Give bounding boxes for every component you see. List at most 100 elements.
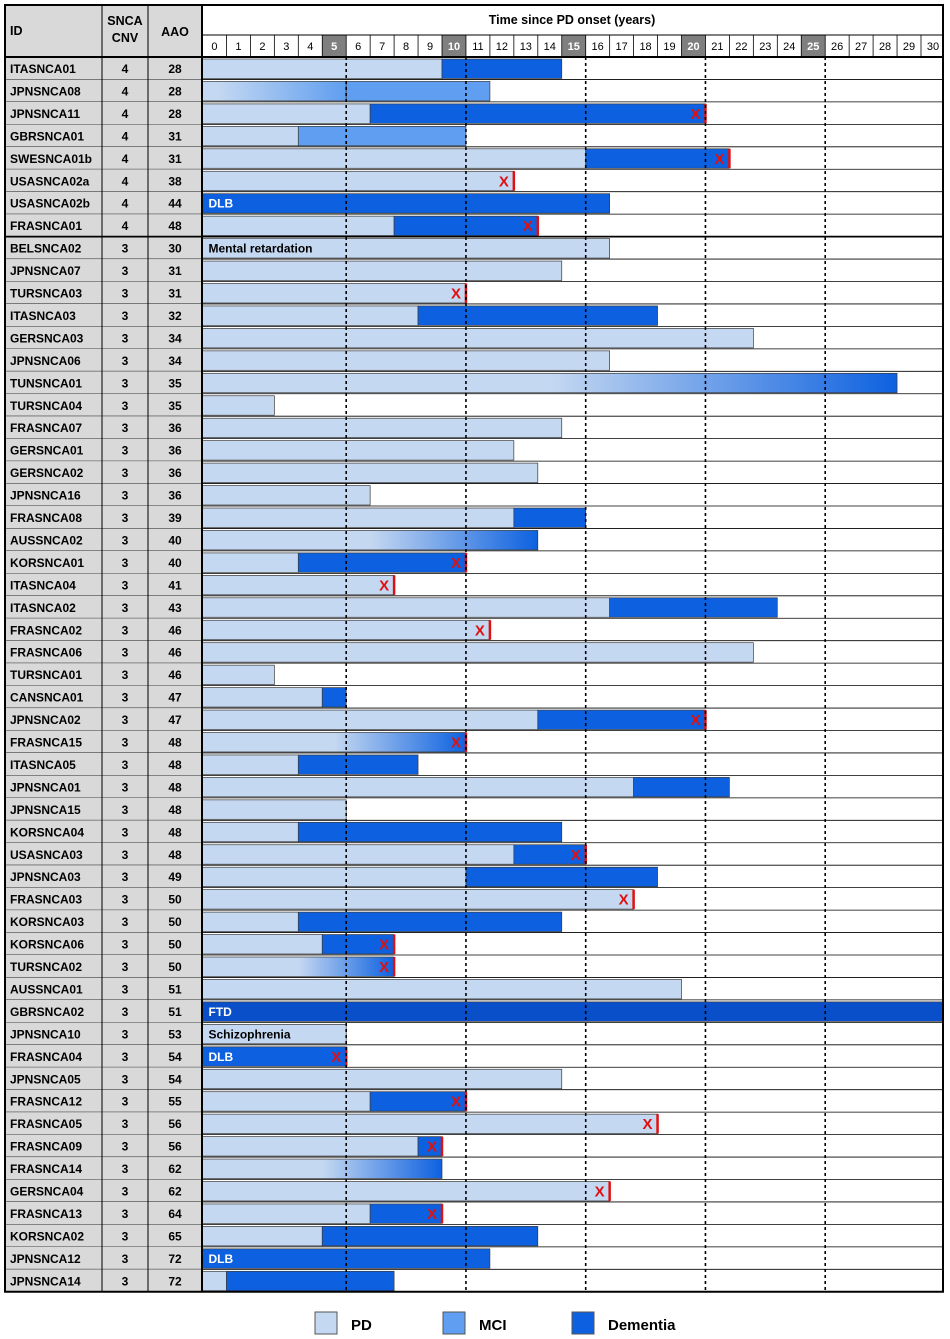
row-aao: 40 — [168, 533, 182, 547]
tick-label-12: 12 — [496, 41, 508, 53]
row-aao: 43 — [168, 601, 182, 615]
row-aao: 36 — [168, 421, 182, 435]
row-cnv: 3 — [122, 938, 129, 952]
row-id: TURSNCA01 — [10, 668, 82, 682]
row-cnv: 3 — [122, 444, 129, 458]
row-note: DLB — [209, 1252, 234, 1266]
table-row: FRASNCA13 3 64 X — [5, 1201, 943, 1225]
bar-segment-dementia — [297, 911, 563, 932]
row-id: GERSNCA01 — [10, 444, 84, 458]
row-cnv: 3 — [122, 1140, 129, 1154]
row-id: JPNSNCA07 — [10, 264, 81, 278]
row-label-bg — [5, 1134, 202, 1158]
row-id: JPNSNCA11 — [10, 107, 80, 121]
death-marker: X — [523, 218, 533, 235]
row-id: USASNCA02a — [10, 174, 90, 188]
table-row: FRASNCA14 3 62 — [5, 1157, 943, 1180]
dotted-gridlines — [345, 57, 827, 1292]
row-id: KORSNCA03 — [10, 915, 84, 929]
bar-segment-pd — [202, 866, 467, 888]
bar-segment-dementia — [633, 777, 730, 798]
row-label-bg — [5, 1179, 202, 1202]
row-aao: 44 — [168, 197, 182, 211]
row-label-bg — [5, 1022, 202, 1045]
bar-segment-pd — [202, 395, 275, 416]
tick-label-21: 21 — [711, 41, 723, 53]
row-aao: 41 — [168, 578, 182, 592]
row-id: BELSNCA02 — [10, 242, 82, 256]
row-id: GERSNCA03 — [10, 331, 84, 345]
bar-segment-pd — [202, 462, 539, 483]
death-marker: X — [451, 555, 461, 572]
bar-segment-pd — [202, 844, 515, 865]
table-row: FRASNCA05 3 56 X — [5, 1112, 943, 1135]
table-row: USASNCA02b 4 44 DLB — [5, 191, 943, 215]
row-id: AUSSNCA01 — [10, 982, 83, 996]
table-row: AUSSNCA02 3 40 — [5, 528, 943, 552]
row-label-bg — [5, 416, 202, 439]
death-marker: X — [451, 735, 461, 752]
tick-label-6: 6 — [355, 41, 361, 53]
bar-segment-dementia — [226, 1270, 395, 1292]
row-id: TURSNCA04 — [10, 399, 82, 413]
bar-segment-pd — [202, 777, 634, 798]
bar-segment-pd — [202, 215, 395, 236]
row-id: FRASNCA02 — [10, 623, 82, 637]
table-row: JPNSNCA15 3 48 — [5, 797, 943, 821]
cnv-header-line1: SNCA — [107, 14, 142, 28]
row-aao: 48 — [168, 848, 182, 862]
row-aao: 40 — [168, 556, 182, 570]
row-id: JPNSNCA15 — [10, 803, 81, 817]
tick-label-18: 18 — [639, 41, 651, 53]
row-label-bg — [5, 685, 202, 709]
row-aao: 48 — [168, 803, 182, 817]
row-label-bg — [5, 438, 202, 462]
bar-segment-pd — [202, 709, 539, 730]
outer-border — [4, 4, 944, 1293]
row-label-bg — [5, 191, 202, 215]
table-row: GERSNCA02 3 36 — [5, 461, 943, 484]
row-label-bg — [5, 461, 202, 484]
bar-segment-pd-dementia — [202, 530, 539, 551]
row-label-bg — [5, 752, 202, 776]
row-label-bg — [5, 550, 202, 574]
death-marker: X — [451, 1094, 461, 1111]
row-cnv: 3 — [122, 533, 129, 547]
row-id: FRASNCA12 — [10, 1095, 82, 1109]
row-aao: 28 — [168, 107, 182, 121]
bar-segment-pd — [202, 642, 754, 663]
row-aao: 55 — [168, 1095, 182, 1109]
row-cnv: 4 — [122, 152, 129, 166]
row-cnv: 3 — [122, 376, 129, 390]
row-cnv: 3 — [122, 556, 129, 570]
bar-segment-pd-dementia — [202, 956, 395, 977]
row-cnv: 3 — [122, 1185, 129, 1199]
row-id: FRASNCA03 — [10, 893, 82, 907]
bar-segment-pd — [202, 889, 634, 910]
table-row: KORSNCA02 3 65 — [5, 1224, 943, 1248]
row-aao: 31 — [168, 129, 182, 143]
row-aao: 38 — [168, 174, 182, 188]
table-row: JPNSNCA12 3 72 DLB — [5, 1246, 943, 1270]
bar-segment-mci — [345, 81, 491, 102]
legend-swatch-dementia — [571, 1311, 595, 1335]
row-cnv: 3 — [122, 758, 129, 772]
bar-segment-pd — [202, 1091, 371, 1112]
row-label-bg — [5, 663, 202, 686]
tick-label-2: 2 — [259, 41, 265, 53]
bar-segment-pd — [202, 934, 323, 955]
tick-label-13: 13 — [520, 41, 532, 53]
row-id: AUSSNCA02 — [10, 533, 83, 547]
row-aao: 30 — [168, 242, 182, 256]
death-marker: X — [427, 1139, 437, 1156]
bar-segment-pd — [202, 821, 299, 843]
table-row: JPNSNCA02 3 47 X — [5, 708, 943, 731]
row-aao: 54 — [168, 1050, 182, 1064]
row-label-bg — [5, 932, 202, 955]
table-row: JPNSNCA08 4 28 — [5, 79, 943, 103]
tick-highlight-15 — [561, 35, 586, 56]
row-cnv: 4 — [122, 197, 129, 211]
tick-label-8: 8 — [403, 41, 409, 53]
bar-segment-pd-mci — [202, 81, 347, 102]
